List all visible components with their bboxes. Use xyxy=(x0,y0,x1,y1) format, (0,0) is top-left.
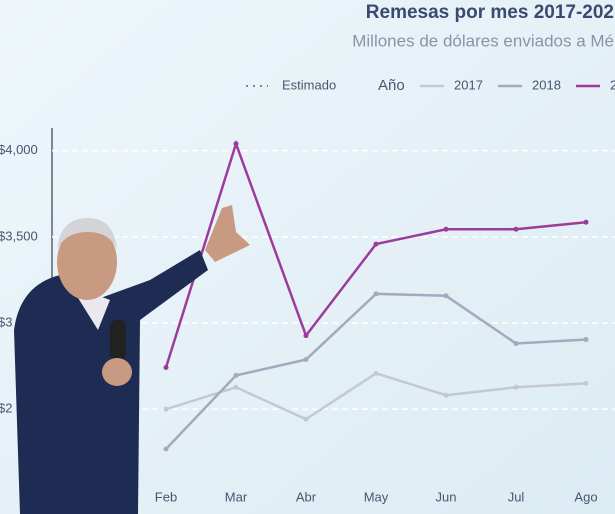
x-tick-label: Feb xyxy=(155,489,177,504)
point xyxy=(163,406,169,412)
legend-title: Año xyxy=(378,77,405,94)
person xyxy=(14,205,250,514)
hair xyxy=(57,218,117,250)
legend-label: 2017 xyxy=(454,77,483,92)
hand xyxy=(205,205,250,262)
x-tick-label: Mar xyxy=(225,489,248,504)
point xyxy=(233,384,239,390)
y-tick-label: $3,500 xyxy=(0,228,38,243)
x-tick-label: Jun xyxy=(436,489,457,504)
point xyxy=(163,446,169,452)
y-tick-label: $3 xyxy=(0,314,12,329)
point xyxy=(583,380,589,386)
point xyxy=(443,293,449,299)
point xyxy=(443,226,449,232)
point xyxy=(373,370,379,376)
point xyxy=(303,357,309,363)
point xyxy=(233,372,239,378)
x-tick-label: Ago xyxy=(574,489,597,504)
point xyxy=(303,333,309,339)
point xyxy=(583,337,589,343)
x-tick-label: May xyxy=(364,489,389,504)
point xyxy=(233,141,239,147)
point xyxy=(163,364,169,370)
head xyxy=(57,224,117,300)
point xyxy=(373,291,379,297)
legend-estimated: Estimado xyxy=(282,77,336,92)
y-tick-label: $4,000 xyxy=(0,142,38,157)
legend-label: 2018 xyxy=(532,77,561,92)
point xyxy=(373,241,379,247)
microphone xyxy=(110,320,126,360)
point xyxy=(513,384,519,390)
x-tick-label: Jul xyxy=(508,489,525,504)
point xyxy=(583,219,589,225)
y-tick-label: $2 xyxy=(0,401,12,416)
x-tick-label: Abr xyxy=(296,489,317,504)
chart-title: Remesas por mes 2017-202 xyxy=(366,2,614,23)
fist xyxy=(102,358,132,386)
plot: $2 $3 $3,500 $4,000 Feb Mar Abr May Jun Jul Ago Est… xyxy=(0,77,615,504)
point xyxy=(443,392,449,398)
point xyxy=(303,416,309,422)
chart-subtitle: Millones de dólares enviados a Mé xyxy=(352,31,614,50)
legend-label: 2 xyxy=(610,77,615,92)
point xyxy=(513,226,519,232)
point xyxy=(513,341,519,347)
